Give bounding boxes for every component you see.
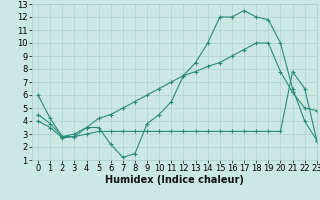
X-axis label: Humidex (Indice chaleur): Humidex (Indice chaleur) xyxy=(105,175,244,185)
